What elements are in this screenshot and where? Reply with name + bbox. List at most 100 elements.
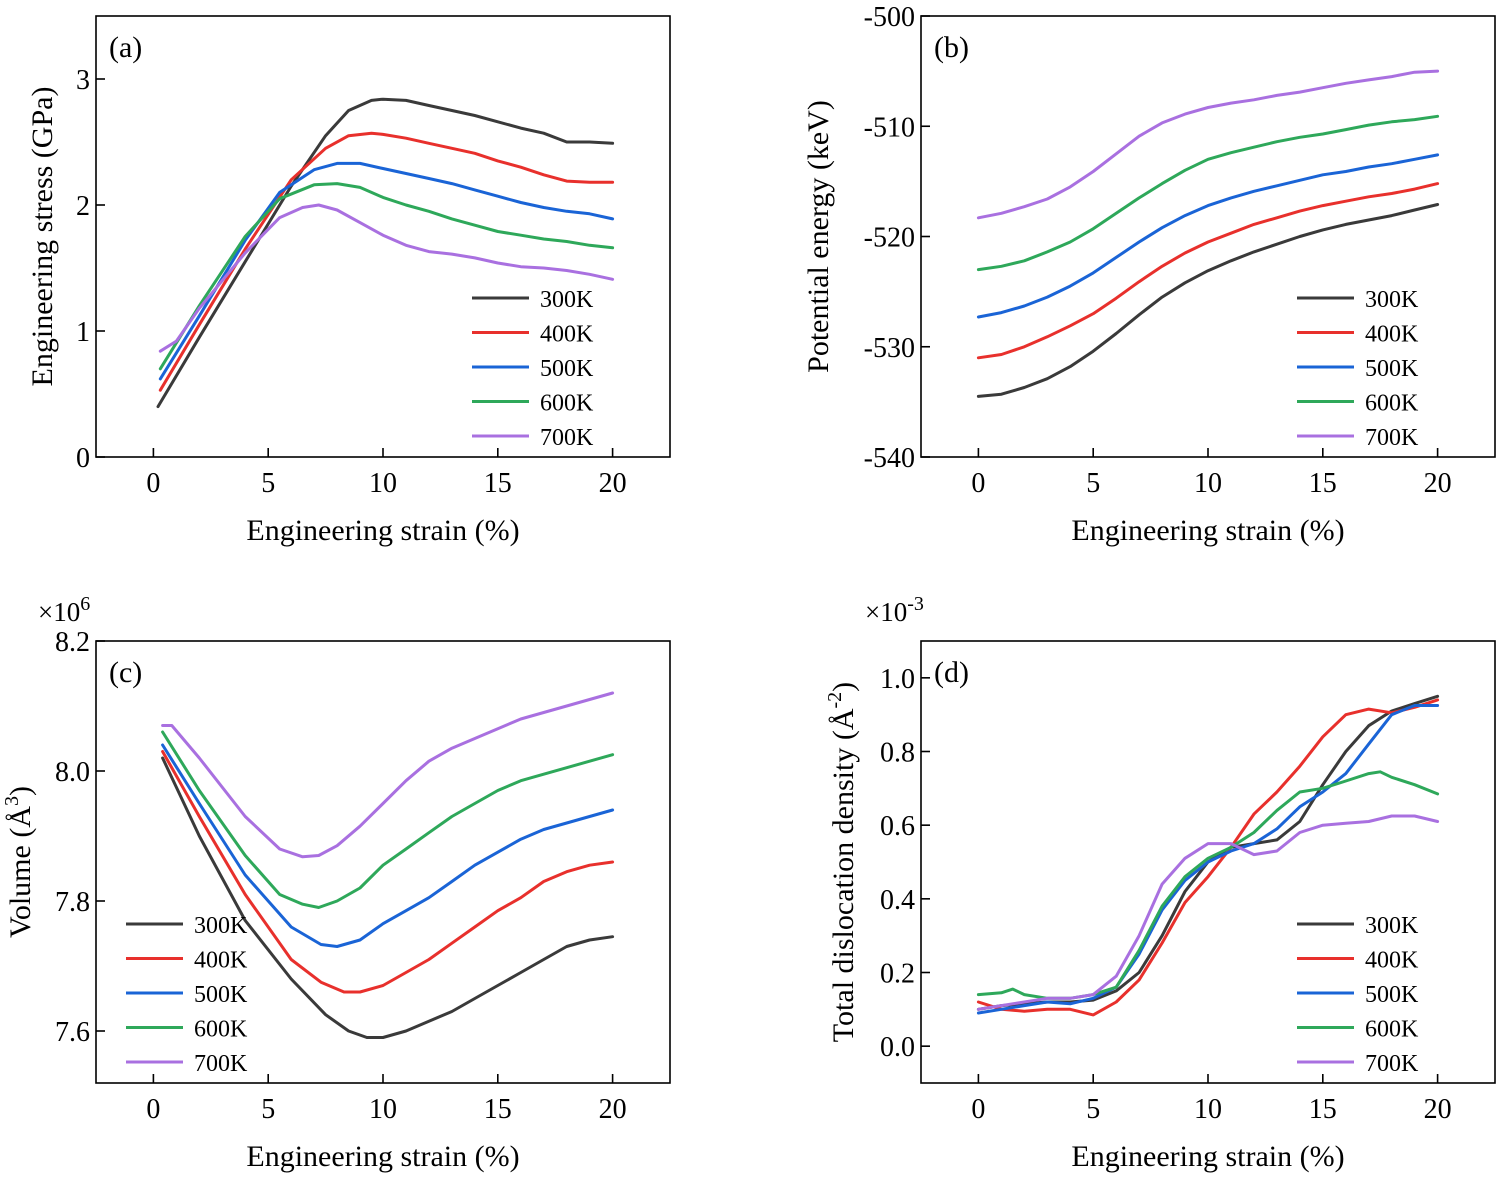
- panel-label-d: (d): [934, 656, 969, 689]
- y-tick-label-d: 0.6: [880, 811, 915, 842]
- axis-multiplier-d: ×10-3: [865, 593, 924, 627]
- y-tick-label-c: 7.6: [55, 1017, 90, 1048]
- y-tick-label-c: 7.8: [55, 887, 90, 918]
- axis-multiplier-base: ×10: [38, 597, 80, 627]
- x-tick-label-b: 15: [1309, 468, 1337, 499]
- y-tick-label-a: 0: [76, 443, 90, 474]
- legend-label-700K: 700K: [194, 1051, 248, 1077]
- y-tick-label-b: -500: [864, 2, 915, 33]
- panel-label-c: (c): [109, 656, 142, 689]
- y-tick-label-c: 8.2: [55, 627, 90, 658]
- axis-multiplier-exp: -3: [907, 593, 924, 615]
- y-tick-label-c: 8.0: [55, 757, 90, 788]
- plot-frame-c: [95, 640, 671, 1084]
- legend-label-600K: 600K: [1365, 391, 1419, 417]
- y-axis-title-end: ): [827, 682, 860, 692]
- legend-label-500K: 500K: [540, 356, 594, 382]
- legend-label-500K: 500K: [1365, 356, 1419, 382]
- series-line-c-300K: [161, 756, 615, 1039]
- legend-b: 300K 400K 500K 600K 700K: [1297, 287, 1419, 451]
- x-tick-label-c: 20: [599, 1094, 627, 1125]
- y-tick-label-b: -510: [864, 112, 915, 143]
- legend-c: 300K 400K 500K 600K 700K: [126, 913, 248, 1077]
- panel-label-a: (a): [109, 31, 142, 64]
- y-tick-label-d: 1.0: [880, 664, 915, 695]
- legend-label-400K: 400K: [1365, 322, 1419, 348]
- legend-label-600K: 600K: [1365, 1017, 1419, 1043]
- axis-multiplier-base: ×10: [865, 597, 907, 627]
- y-axis-title-end: ): [4, 786, 37, 796]
- series-line-b-500K: [976, 153, 1440, 319]
- legend-label-600K: 600K: [540, 391, 594, 417]
- panel-d: 0 5 10 15 20 0.0 0.2 0.4 0.6 0.8 1.0 Engineering st…: [824, 593, 1496, 1173]
- x-axis-title-c: Engineering strain (%): [246, 1140, 519, 1173]
- panel-c: 0 5 10 15 20 7.6 7.8 8.0 8.2 Engineering strain (…: [1, 593, 671, 1173]
- x-tick-label-d: 20: [1424, 1094, 1452, 1125]
- series-line-c-700K: [161, 691, 615, 859]
- series-line-c-500K: [161, 743, 615, 948]
- y-axis-title-a: Engineering stress (GPa): [26, 87, 59, 387]
- panel-b: 0 5 10 15 20 -540 -530 -520 -510 -500 Engineering …: [802, 2, 1496, 547]
- series-line-d-500K: [976, 704, 1440, 1015]
- x-tick-label-d: 5: [1086, 1094, 1100, 1125]
- panel-label-b: (b): [934, 31, 969, 64]
- series-line-b-600K: [976, 114, 1440, 272]
- legend-label-500K: 500K: [194, 982, 248, 1008]
- y-tick-label-a: 3: [76, 65, 90, 96]
- panel-a: 0 5 10 15 20 0 1 2 3 Engineering strain (%) Engine…: [26, 15, 671, 547]
- x-tick-label-a: 20: [599, 468, 627, 499]
- series-line-b-300K: [976, 203, 1440, 398]
- x-tick-label-a: 5: [261, 468, 275, 499]
- x-tick-label-c: 5: [261, 1094, 275, 1125]
- x-tick-label-b: 5: [1086, 468, 1100, 499]
- x-tick-label-b: 0: [971, 468, 985, 499]
- y-tick-label-b: -530: [864, 333, 915, 364]
- legend-a: 300K 400K 500K 600K 700K: [472, 287, 594, 451]
- x-tick-label-a: 0: [146, 468, 160, 499]
- series-line-d-600K: [976, 770, 1440, 1000]
- legend-label-400K: 400K: [1365, 948, 1419, 974]
- series-line-a-700K: [158, 203, 615, 353]
- x-tick-label-d: 10: [1194, 1094, 1222, 1125]
- series-line-d-400K: [976, 698, 1440, 1017]
- x-axis-title-b: Engineering strain (%): [1071, 514, 1344, 547]
- y-tick-label-d: 0.0: [880, 1032, 915, 1063]
- y-tick-label-a: 2: [76, 191, 90, 222]
- y-axis-title-d: Total dislocation density (Å-2): [824, 682, 860, 1042]
- legend-label-600K: 600K: [194, 1017, 248, 1043]
- x-tick-label-c: 15: [484, 1094, 512, 1125]
- series-line-b-400K: [976, 182, 1440, 360]
- x-tick-label-c: 0: [146, 1094, 160, 1125]
- series-line-b-700K: [976, 69, 1440, 220]
- x-axis-title-a: Engineering strain (%): [246, 514, 519, 547]
- legend-label-500K: 500K: [1365, 982, 1419, 1008]
- legend-label-300K: 300K: [540, 287, 594, 313]
- legend-label-400K: 400K: [540, 322, 594, 348]
- legend-label-300K: 300K: [1365, 913, 1419, 939]
- x-tick-label-d: 15: [1309, 1094, 1337, 1125]
- y-axis-title-c: Volume (Å3): [1, 786, 37, 938]
- y-tick-label-b: -520: [864, 223, 915, 254]
- x-tick-label-b: 20: [1424, 468, 1452, 499]
- x-axis-title-d: Engineering strain (%): [1071, 1140, 1344, 1173]
- legend-d: 300K 400K 500K 600K 700K: [1297, 913, 1419, 1077]
- x-tick-label-c: 10: [369, 1094, 397, 1125]
- y-axis-title-main: Total dislocation density (Å: [827, 708, 860, 1042]
- x-tick-label-a: 10: [369, 468, 397, 499]
- axis-multiplier-c: ×106: [38, 593, 90, 627]
- series-line-a-600K: [158, 182, 615, 371]
- y-tick-label-d: 0.8: [880, 738, 915, 769]
- series-line-c-400K: [161, 750, 615, 994]
- y-tick-label-d: 0.4: [880, 885, 915, 916]
- series-line-c-600K: [161, 730, 615, 909]
- y-tick-label-a: 1: [76, 317, 90, 348]
- x-tick-label-b: 10: [1194, 468, 1222, 499]
- x-tick-label-d: 0: [971, 1094, 985, 1125]
- legend-label-700K: 700K: [1365, 425, 1419, 451]
- series-line-a-500K: [158, 161, 615, 381]
- legend-label-700K: 700K: [540, 425, 594, 451]
- y-tick-label-b: -540: [864, 443, 915, 474]
- legend-label-300K: 300K: [1365, 287, 1419, 313]
- y-axis-title-sup: -2: [824, 692, 846, 709]
